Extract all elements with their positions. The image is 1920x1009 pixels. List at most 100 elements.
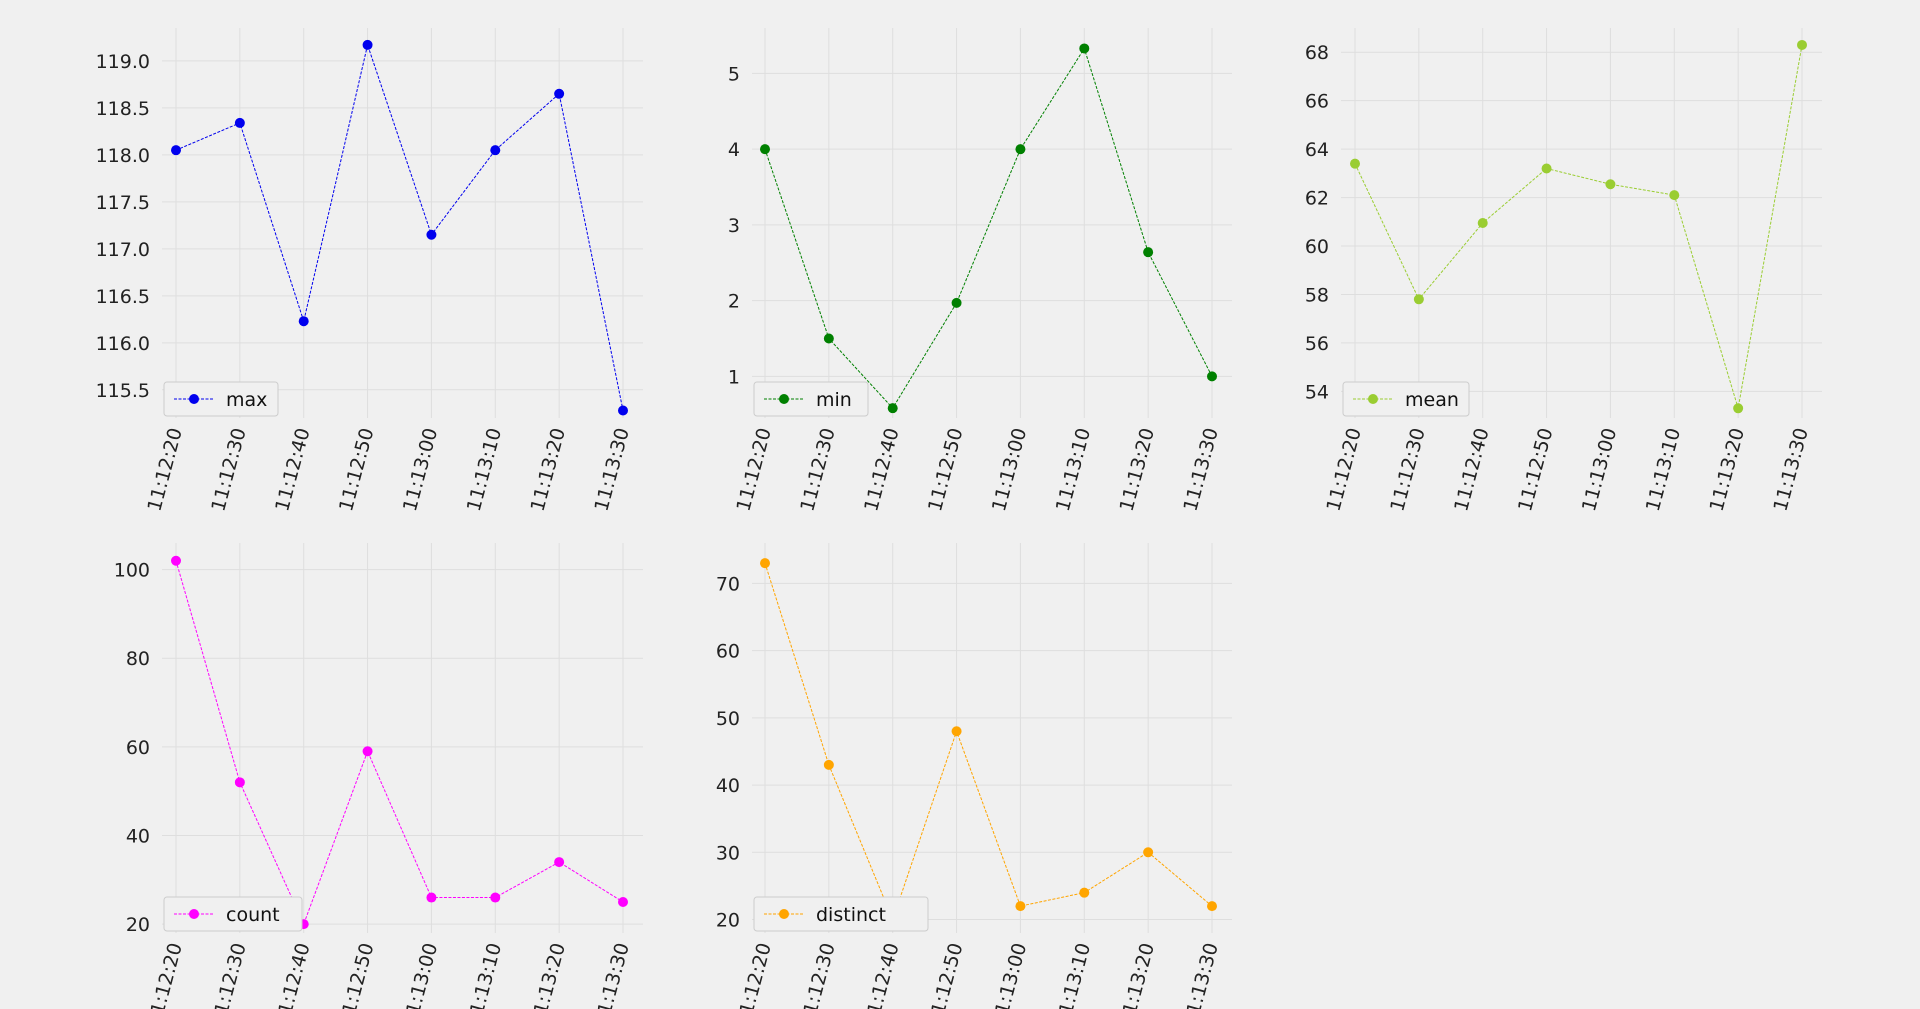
y-tick-label: 118.5 — [96, 98, 150, 120]
chart-count: 20 40 60 80 100 11:12:20 11:12:30 11:12:40 11:12… — [114, 543, 643, 1009]
data-point — [1797, 39, 1807, 50]
y-tick-label: 1 — [728, 366, 740, 388]
y-tick-label: 40 — [126, 826, 150, 848]
legend-marker — [189, 909, 199, 919]
x-tick-label: 11:12:40 — [860, 426, 903, 514]
data-point — [171, 555, 181, 566]
y-tick-label: 20 — [126, 914, 150, 936]
legend: mean — [1342, 381, 1470, 417]
data-point — [171, 145, 181, 156]
y-tick-label: 50 — [716, 708, 740, 730]
x-tick-label: 11:13:30 — [1769, 426, 1812, 514]
series-line-min — [764, 47, 1213, 409]
y-tick-label: 100 — [114, 560, 150, 582]
legend: distinct — [753, 896, 929, 932]
legend: min — [753, 381, 869, 417]
chart-distinct: 20 30 40 50 60 70 11:12:20 11:12:30 11:12:40 11:1… — [716, 543, 1232, 1009]
y-tick-label: 3 — [728, 215, 740, 237]
x-tick-label: 11:13:30 — [590, 426, 633, 514]
data-point — [1733, 403, 1744, 414]
x-tick-label: 11:12:30 — [207, 426, 250, 514]
data-point — [234, 777, 245, 788]
chart-mean: 54 56 58 60 62 64 66 68 11:12:20 11:12:30 11:12:40… — [1305, 28, 1822, 514]
x-tick-label: 11:12:20 — [1322, 426, 1365, 514]
x-tick-label: 11:13:30 — [1179, 941, 1222, 1009]
legend-label: distinct — [816, 904, 886, 926]
data-point — [760, 144, 770, 155]
y-tick-label: 64 — [1305, 139, 1329, 161]
data-point — [618, 896, 628, 907]
series-line-count — [175, 560, 624, 926]
y-tick-label: 60 — [1305, 236, 1329, 258]
x-tick-label: 11:12:50 — [335, 941, 378, 1009]
x-tick-label: 11:13:30 — [1179, 426, 1222, 514]
x-tick-label: 11:12:20 — [732, 941, 775, 1009]
legend-label: min — [816, 389, 852, 411]
data-point — [823, 333, 834, 344]
data-point — [362, 746, 373, 757]
x-tick-label: 11:13:10 — [463, 941, 506, 1009]
y-tick-label: 117.0 — [96, 239, 150, 261]
data-point — [951, 297, 962, 308]
y-tick-label: 62 — [1305, 188, 1329, 210]
data-point — [554, 857, 565, 868]
legend-marker — [779, 909, 789, 919]
series-line-mean — [1354, 44, 1803, 409]
legend: max — [163, 381, 279, 417]
x-tick-label: 11:13:10 — [1642, 426, 1685, 514]
series-line-max — [175, 43, 624, 411]
legend-box — [753, 381, 869, 417]
y-tick-label: 66 — [1305, 91, 1329, 113]
x-tick-label: 11:13:20 — [1706, 426, 1749, 514]
data-point — [1669, 190, 1680, 201]
x-tick-label: 11:13:00 — [399, 941, 442, 1009]
x-tick-label: 11:13:00 — [988, 941, 1031, 1009]
data-point — [1143, 247, 1154, 258]
x-tick-label: 11:13:30 — [590, 941, 633, 1009]
x-tick-label: 11:12:40 — [1450, 426, 1493, 514]
x-tick-label: 11:13:10 — [1052, 426, 1095, 514]
x-tick-label: 11:12:30 — [1386, 426, 1429, 514]
data-point — [887, 403, 898, 414]
legend-box — [163, 381, 279, 417]
x-tick-label: 11:13:20 — [1116, 426, 1159, 514]
data-point — [1413, 294, 1424, 305]
x-tick-label: 11:13:20 — [1116, 941, 1159, 1009]
x-tick-label: 11:13:10 — [1052, 941, 1095, 1009]
data-point — [618, 405, 628, 416]
x-tick-label: 11:12:40 — [271, 426, 314, 514]
y-tick-label: 68 — [1305, 42, 1329, 64]
x-tick-label: 11:12:50 — [1514, 426, 1557, 514]
chart-min: 1 2 3 4 5 11:12:20 11:12:30 11:12:40 11:12:50 11:… — [728, 28, 1232, 514]
x-tick-label: 11:12:20 — [143, 941, 186, 1009]
x-tick-label: 11:13:20 — [527, 426, 570, 514]
y-tick-label: 30 — [716, 842, 740, 864]
data-point — [426, 229, 437, 240]
x-tick-label: 11:12:40 — [271, 941, 314, 1009]
y-tick-label: 115.5 — [96, 380, 150, 402]
x-tick-label: 11:12:20 — [143, 426, 186, 514]
data-point — [298, 316, 309, 327]
legend-box — [1342, 381, 1470, 417]
data-point — [1207, 901, 1217, 912]
data-point — [1541, 163, 1552, 174]
x-tick-label: 11:13:10 — [463, 426, 506, 514]
x-tick-label: 11:12:30 — [796, 941, 839, 1009]
legend-marker — [779, 394, 789, 404]
x-tick-label: 11:12:50 — [924, 426, 967, 514]
series-line-distinct — [764, 563, 1213, 921]
y-tick-label: 40 — [716, 775, 740, 797]
y-tick-label: 4 — [728, 139, 740, 161]
legend: count — [163, 896, 303, 932]
x-tick-label: 11:12:30 — [796, 426, 839, 514]
legend-box — [753, 896, 929, 932]
x-tick-label: 11:13:00 — [988, 426, 1031, 514]
x-tick-label: 11:13:20 — [527, 941, 570, 1009]
x-tick-label: 11:12:50 — [335, 426, 378, 514]
y-tick-label: 56 — [1305, 333, 1329, 355]
legend-label: max — [226, 389, 267, 411]
data-point — [490, 145, 501, 156]
chart-max: 115.5 116.0 116.5 117.0 117.5 118.0 118.5 119.0… — [96, 28, 643, 514]
legend-label: count — [226, 904, 280, 926]
